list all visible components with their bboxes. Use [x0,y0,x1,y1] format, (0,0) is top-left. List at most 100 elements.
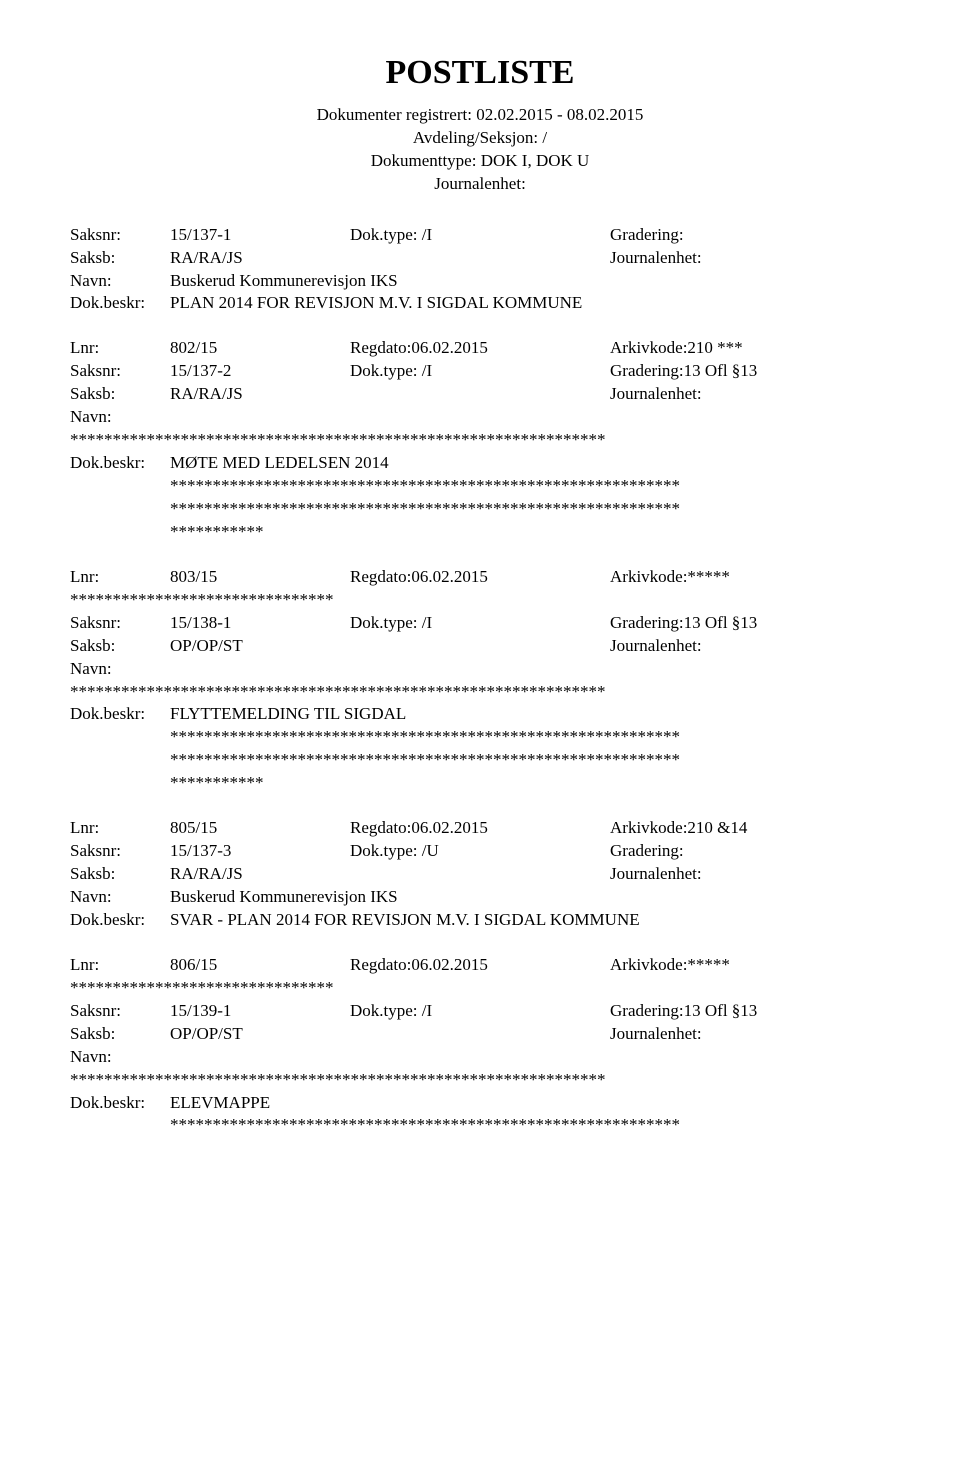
field-value: Journalenhet: [610,863,890,886]
field-label: Dok.beskr: [70,1092,170,1115]
entry-block: Lnr:802/15Regdato:06.02.2015Arkivkode:21… [70,337,890,543]
entries-container: Saksnr:15/137-1Dok.type: /IGradering:Sak… [70,224,890,1138]
entry-row: Saksnr:15/137-2Dok.type: /IGradering:13 … [70,360,890,383]
field-value: Dok.type: /I [350,224,610,247]
field-label: Navn: [70,886,170,909]
entry-row: Navn: [70,1046,890,1069]
redaction-stars-line: ****************************************… [170,498,890,521]
field-label: Saksb: [70,863,170,886]
header-line: Journalenhet: [70,173,890,196]
field-value: Arkivkode:***** [610,566,890,589]
field-label: Saksnr: [70,360,170,383]
redaction-stars-line: ****************************************… [170,749,890,772]
field-value: SVAR - PLAN 2014 FOR REVISJON M.V. I SIG… [170,909,890,932]
field-label: Lnr: [70,954,170,977]
document-header: Dokumenter registrert: 02.02.2015 - 08.0… [70,104,890,196]
field-value [170,1046,890,1069]
field-value: 806/15 [170,954,350,977]
redaction-stars-line: ****************************************… [170,475,890,498]
field-value: OP/OP/ST [170,635,350,658]
field-value: PLAN 2014 FOR REVISJON M.V. I SIGDAL KOM… [170,292,890,315]
entry-row: Lnr:806/15Regdato:06.02.2015Arkivkode:**… [70,954,890,977]
redaction-stars-line: ****************************************… [170,1114,890,1137]
field-value: MØTE MED LEDELSEN 2014 [170,452,890,475]
entry-block: Saksnr:15/137-1Dok.type: /IGradering:Sak… [70,224,890,316]
entry-row: Navn: [70,406,890,429]
field-value: RA/RA/JS [170,863,350,886]
field-value [350,635,610,658]
field-value: Arkivkode:210 &14 [610,817,890,840]
field-label: Dok.beskr: [70,703,170,726]
field-value: Dok.type: /I [350,360,610,383]
field-value: 15/139-1 [170,1000,350,1023]
field-value: Regdato:06.02.2015 [350,817,610,840]
field-value: 802/15 [170,337,350,360]
field-label: Lnr: [70,337,170,360]
redaction-stars-line: *********** [170,521,890,544]
field-value: Buskerud Kommunerevisjon IKS [170,886,890,909]
entry-row: Saksb:RA/RA/JSJournalenhet: [70,383,890,406]
redaction-stars-indented: ****************************************… [70,726,890,795]
entry-row: Saksnr:15/137-3Dok.type: /UGradering: [70,840,890,863]
field-label: Saksb: [70,247,170,270]
field-label: Lnr: [70,566,170,589]
entry-row: Saksb:OP/OP/ST Journalenhet: [70,635,890,658]
field-value: Regdato:06.02.2015 [350,954,610,977]
field-value: RA/RA/JS [170,383,350,406]
entry-row: Saksnr:15/137-1Dok.type: /IGradering: [70,224,890,247]
header-line: Avdeling/Seksjon: / [70,127,890,150]
field-label: Navn: [70,1046,170,1069]
field-label: Saksb: [70,1023,170,1046]
field-value: Gradering: [610,840,890,863]
field-label: Saksnr: [70,840,170,863]
entry-block: Lnr:805/15Regdato:06.02.2015Arkivkode:21… [70,817,890,932]
redaction-stars: ****************************************… [70,1069,890,1092]
field-value: Journalenhet: [610,247,890,270]
field-label: Dok.beskr: [70,292,170,315]
entry-row: Lnr:805/15Regdato:06.02.2015Arkivkode:21… [70,817,890,840]
field-value: Arkivkode:***** [610,954,890,977]
field-value: ELEVMAPPE [170,1092,890,1115]
field-value [350,383,610,406]
field-value: RA/RA/JS [170,247,350,270]
field-value: Arkivkode:210 *** [610,337,890,360]
field-value: 15/138-1 [170,612,350,635]
field-value: Regdato:06.02.2015 [350,566,610,589]
field-value [350,1023,610,1046]
redaction-stars: ****************************************… [70,429,890,452]
entry-row: Saksb:RA/RA/JS Journalenhet: [70,247,890,270]
entry-row: Dok.beskr:SVAR - PLAN 2014 FOR REVISJON … [70,909,890,932]
field-label: Navn: [70,270,170,293]
field-label: Saksnr: [70,1000,170,1023]
page-title: POSTLISTE [70,50,890,96]
field-value: Regdato:06.02.2015 [350,337,610,360]
field-value: Dok.type: /U [350,840,610,863]
field-value [350,863,610,886]
field-value: 803/15 [170,566,350,589]
field-value: Gradering: [610,224,890,247]
field-label: Saksb: [70,635,170,658]
redaction-stars-indented: ****************************************… [70,475,890,544]
field-value: Buskerud Kommunerevisjon IKS [170,270,890,293]
field-value: Journalenhet: [610,1023,890,1046]
field-value: OP/OP/ST [170,1023,350,1046]
entry-row: Saksb:OP/OP/ST Journalenhet: [70,1023,890,1046]
field-value [350,247,610,270]
entry-row: Dok.beskr:ELEVMAPPE [70,1092,890,1115]
field-label: Saksnr: [70,224,170,247]
entry-block: Lnr:803/15Regdato:06.02.2015Arkivkode:**… [70,566,890,795]
redaction-stars: ****************************************… [70,681,890,704]
field-value [170,406,890,429]
redaction-stars: ******************************* [70,977,890,1000]
entry-row: Saksnr:15/139-1Dok.type: /IGradering:13 … [70,1000,890,1023]
field-label: Saksnr: [70,612,170,635]
entry-row: Lnr:802/15Regdato:06.02.2015Arkivkode:21… [70,337,890,360]
header-line: Dokumenttype: DOK I, DOK U [70,150,890,173]
redaction-stars-indented: ****************************************… [70,1114,890,1137]
field-label: Lnr: [70,817,170,840]
field-value: 15/137-2 [170,360,350,383]
field-value: Gradering:13 Ofl §13 [610,1000,890,1023]
redaction-stars-line: *********** [170,772,890,795]
entry-row: Saksb:RA/RA/JS Journalenhet: [70,863,890,886]
field-value: Journalenhet: [610,635,890,658]
